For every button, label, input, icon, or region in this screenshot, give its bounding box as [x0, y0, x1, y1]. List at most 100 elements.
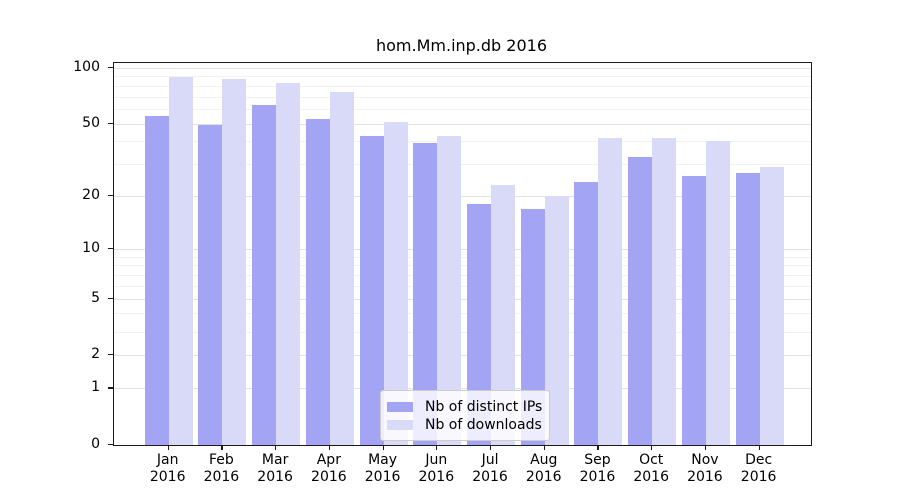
month-label: Dec — [745, 452, 773, 468]
gridline-minor-70 — [114, 96, 811, 98]
bar-ips-feb — [198, 125, 223, 445]
year-label: 2016 — [364, 469, 401, 485]
x-tick-jun — [436, 445, 438, 450]
legend-swatch-downloads — [387, 419, 413, 430]
month-label: Jun — [425, 452, 448, 468]
month-label: Sep — [584, 452, 611, 468]
x-tick-label-dec: Dec 2016 — [729, 452, 789, 486]
x-tick-jul — [490, 445, 492, 450]
bar-ips-may — [359, 135, 384, 445]
month-label: Oct — [639, 452, 664, 468]
gridline-minor-3 — [114, 331, 811, 333]
gridline-minor-90 — [114, 76, 811, 78]
bar-downloads-feb — [222, 78, 247, 445]
y-tick-label-50: 50 — [82, 114, 100, 131]
x-tick-jan — [167, 445, 169, 450]
bar-downloads-jan — [168, 77, 193, 445]
x-tick-label-apr: Apr 2016 — [299, 452, 359, 486]
year-label: 2016 — [740, 469, 777, 485]
x-tick-mar — [275, 445, 277, 450]
x-tick-label-sep: Sep 2016 — [567, 452, 627, 486]
plot-area — [113, 62, 812, 446]
legend-label-ips: Nb of distinct IPs — [425, 398, 543, 415]
y-tick-5 — [108, 297, 113, 299]
gridline-major-2 — [114, 355, 811, 357]
y-tick-100 — [108, 66, 113, 68]
year-label: 2016 — [149, 469, 186, 485]
legend-item-downloads: Nb of downloads — [387, 416, 542, 433]
x-tick-label-may: May 2016 — [353, 452, 413, 486]
y-tick-0 — [108, 444, 113, 446]
bar-ips-oct — [628, 156, 653, 445]
bar-downloads-oct — [652, 137, 677, 445]
bar-downloads-sep — [598, 137, 623, 445]
x-tick-apr — [328, 445, 331, 450]
x-tick-label-mar: Mar 2016 — [245, 452, 305, 486]
month-label: Nov — [691, 452, 719, 468]
gridline-major-50 — [114, 123, 811, 125]
y-tick-50 — [108, 122, 113, 124]
gridline-minor-40 — [114, 141, 811, 143]
x-tick-may — [382, 445, 384, 450]
bar-ips-sep — [574, 181, 599, 445]
x-tick-label-jul: Jul 2016 — [460, 452, 520, 486]
x-tick-label-jan: Jan 2016 — [138, 452, 198, 486]
gridline-minor-60 — [114, 108, 811, 110]
y-tick-20 — [108, 195, 113, 197]
x-tick-label-jun: Jun 2016 — [406, 452, 466, 486]
y-tick-1 — [108, 387, 113, 389]
gridline-major-10 — [114, 248, 811, 250]
x-tick-sep — [597, 445, 599, 450]
bar-downloads-dec — [759, 166, 784, 445]
x-tick-label-oct: Oct 2016 — [621, 452, 681, 486]
month-label: Feb — [209, 452, 234, 468]
gridline-minor-8 — [114, 265, 811, 267]
bar-downloads-mar — [276, 82, 301, 445]
gridline-minor-7 — [114, 275, 811, 276]
x-tick-label-feb: Feb 2016 — [191, 452, 251, 486]
x-tick-nov — [704, 445, 707, 450]
x-tick-aug — [543, 445, 545, 450]
year-label: 2016 — [311, 469, 347, 485]
year-label: 2016 — [579, 469, 616, 485]
year-label: 2016 — [687, 469, 723, 485]
month-label: Aug — [530, 452, 558, 468]
x-tick-label-aug: Aug 2016 — [514, 452, 574, 486]
x-tick-dec — [758, 445, 760, 450]
gridline-minor-6 — [114, 285, 811, 287]
bar-ips-apr — [305, 118, 330, 445]
legend: Nb of distinct IPs Nb of downloads — [380, 390, 550, 441]
gridline-minor-4 — [114, 313, 811, 315]
y-tick-2 — [108, 354, 113, 356]
gridline-major-20 — [114, 196, 811, 198]
y-tick-10 — [108, 247, 113, 250]
legend-swatch-ips — [387, 401, 413, 412]
legend-label-downloads: Nb of downloads — [425, 416, 542, 433]
year-label: 2016 — [203, 469, 240, 485]
y-tick-label-100: 100 — [73, 58, 100, 75]
month-label: Apr — [316, 452, 341, 468]
y-tick-label-0: 0 — [91, 436, 100, 452]
bar-ips-mar — [252, 105, 277, 445]
gridline-major-5 — [114, 298, 811, 300]
y-tick-label-2: 2 — [91, 346, 100, 363]
bar-ips-dec — [735, 172, 760, 445]
bar-ips-nov — [681, 175, 706, 445]
gridline-minor-30 — [114, 164, 811, 166]
month-label: Jan — [156, 452, 179, 468]
bar-downloads-apr — [329, 92, 354, 445]
bar-ips-jan — [144, 115, 169, 445]
gridline-minor-9 — [114, 256, 811, 258]
month-label: May — [368, 452, 398, 468]
legend-item-ips: Nb of distinct IPs — [387, 398, 543, 415]
year-label: 2016 — [633, 469, 669, 485]
y-tick-label-5: 5 — [91, 289, 100, 306]
gridline-major-100 — [114, 67, 811, 69]
month-label: Jul — [481, 452, 499, 468]
year-label: 2016 — [525, 469, 562, 485]
year-label: 2016 — [418, 469, 455, 485]
x-tick-label-nov: Nov 2016 — [675, 452, 735, 486]
bar-downloads-nov — [705, 141, 730, 445]
gridline-major-1 — [114, 388, 811, 390]
